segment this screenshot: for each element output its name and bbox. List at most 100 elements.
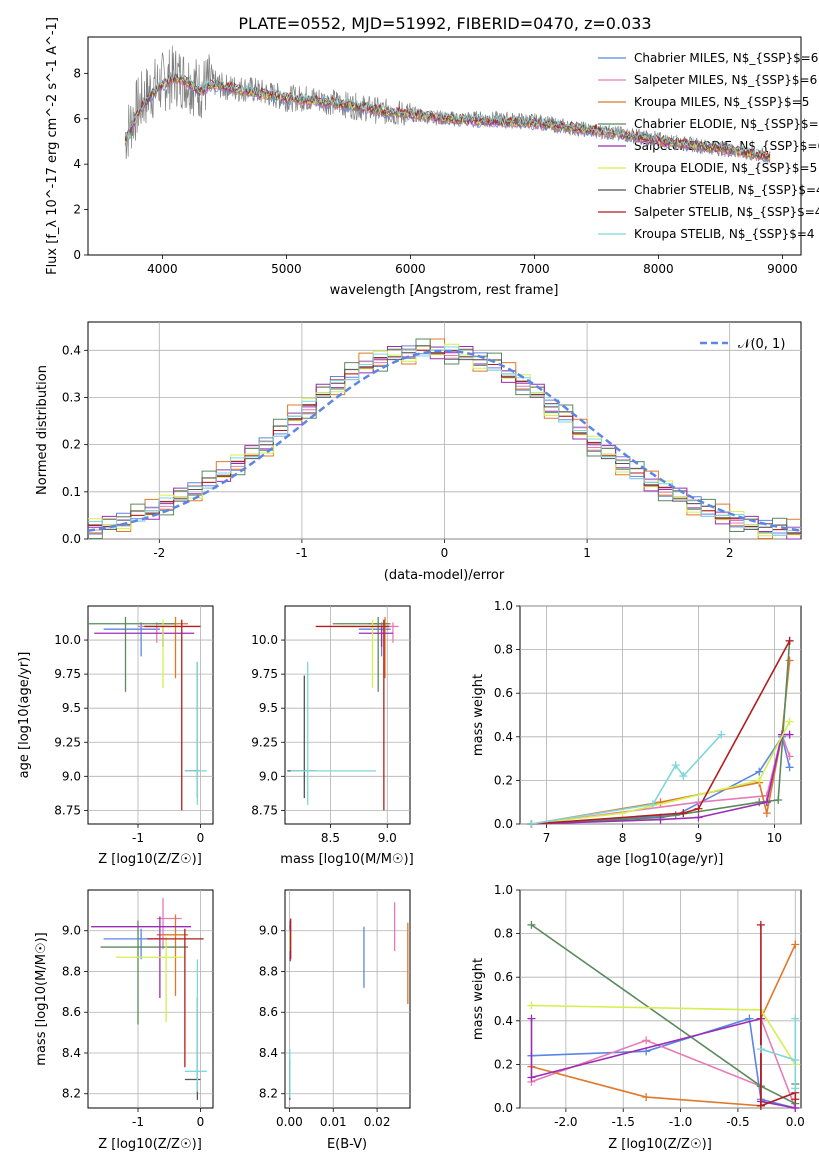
y-tick-label: 6 <box>73 112 81 126</box>
legend-entry: Kroupa ELODIE, N$_{SSP}$=5 <box>634 161 817 175</box>
y-tick-label: 9.0 <box>62 769 81 783</box>
data-point-marker <box>785 636 794 645</box>
y-tick-label: 10.0 <box>54 633 81 647</box>
data-point-marker <box>642 1036 651 1045</box>
data-point-marker <box>785 763 794 772</box>
x-tick-label: 0.02 <box>364 1115 391 1129</box>
age-mass-xlabel: mass [log10(M/M☉)] <box>280 852 413 867</box>
x-tick-label: -1.0 <box>669 1115 692 1129</box>
data-point-marker <box>694 804 703 813</box>
y-tick-label: 0.0 <box>494 1101 513 1115</box>
y-tick-label: 9.25 <box>54 735 81 749</box>
x-tick-label: 0.0 <box>786 1115 805 1129</box>
y-tick-label: 0.2 <box>494 773 513 787</box>
y-tick-label: 0.4 <box>494 730 513 744</box>
age-vs-z-panel: Z [log10(Z/Z☉)] age [log10(age/yr)] <box>17 605 214 867</box>
y-tick-label: 8 <box>73 66 81 80</box>
y-tick-label: 8.2 <box>62 1087 81 1101</box>
x-tick-label: -1 <box>132 1115 144 1129</box>
histogram-series-step <box>88 346 801 536</box>
x-tick-label: 0 <box>197 1115 205 1129</box>
data-point-marker <box>774 796 783 805</box>
data-point-marker <box>756 920 765 929</box>
x-tick-label: -1 <box>132 831 144 845</box>
data-point-marker <box>656 798 665 807</box>
y-tick-label: 0.4 <box>494 1014 513 1028</box>
spectrum-legend: Chabrier MILES, N$_{SSP}$=6 Salpeter MIL… <box>634 51 819 241</box>
spectrum-panel: wavelength [Angstrom, rest frame] Flux [… <box>45 17 802 298</box>
y-tick-label: 9.5 <box>259 701 278 715</box>
y-tick-label: 0.8 <box>494 927 513 941</box>
y-tick-label: 9.0 <box>259 769 278 783</box>
x-tick-label: 7 <box>543 831 551 845</box>
y-tick-label: 0.6 <box>494 970 513 984</box>
x-tick-label: 9 <box>695 831 703 845</box>
data-point-marker <box>791 1095 800 1104</box>
mass-vs-z-panel: Z [log10(Z/Z☉)] mass [log10(M/M☉)] <box>34 889 214 1152</box>
data-point-marker <box>618 809 627 818</box>
y-tick-label: 0.6 <box>494 686 513 700</box>
mass-z-xlabel: Z [log10(Z/Z☉)] <box>98 1137 202 1152</box>
x-tick-label: -0.5 <box>726 1115 749 1129</box>
histogram-ylabel: Normed distribution <box>35 365 50 495</box>
data-point-marker <box>791 1056 800 1065</box>
data-point-marker <box>762 809 771 818</box>
y-tick-label: 8.2 <box>259 1087 278 1101</box>
y-tick-label: 1.0 <box>494 883 513 897</box>
y-tick-label: 9.5 <box>62 701 81 715</box>
histogram-series-step <box>88 348 801 535</box>
histogram-xlabel: (data-model)/error <box>384 568 505 583</box>
histogram-legend: 𝒩(0, 1) <box>700 337 785 352</box>
legend-entry: Kroupa STELIB, N$_{SSP}$=4 <box>634 227 815 241</box>
spectrum-xlabel: wavelength [Angstrom, rest frame] <box>330 283 559 298</box>
data-point-marker <box>527 820 536 828</box>
x-tick-label: -2 <box>153 546 165 560</box>
x-tick-label: -1 <box>296 546 308 560</box>
weight-age-ylabel: mass weight <box>471 674 486 756</box>
x-tick-label: 2 <box>726 546 734 560</box>
y-tick-label: 8.75 <box>54 803 81 817</box>
x-tick-label: 0.01 <box>320 1115 347 1129</box>
model-spectrum-line <box>124 73 771 159</box>
data-point-marker <box>756 1101 765 1110</box>
weight-age-xlabel: age [log10(age/yr)] <box>597 852 724 867</box>
y-tick-label: 8.8 <box>259 964 278 978</box>
legend-normal-label: 𝒩(0, 1) <box>738 337 785 352</box>
mass-vs-ebv-panel: E(B-V) <box>284 889 411 1152</box>
y-tick-label: 0.2 <box>494 1057 513 1071</box>
y-tick-label: 0 <box>73 248 81 262</box>
data-point-marker <box>756 1045 765 1054</box>
data-point-marker <box>717 730 726 739</box>
x-tick-label: -1.5 <box>612 1115 635 1129</box>
y-tick-label: 9.75 <box>251 667 278 681</box>
legend-entry: Kroupa MILES, N$_{SSP}$=5 <box>634 95 809 109</box>
x-tick-label: 6000 <box>395 262 426 276</box>
series-line <box>531 1004 796 1065</box>
x-tick-label: 9000 <box>767 262 798 276</box>
y-tick-label: 9.25 <box>251 735 278 749</box>
x-tick-label: 8000 <box>643 262 674 276</box>
data-point-marker <box>694 813 703 822</box>
series-line <box>531 721 791 825</box>
figure-title: PLATE=0552, MJD=51992, FIBERID=0470, z=0… <box>238 14 651 33</box>
legend-entry: Salpeter MILES, N$_{SSP}$=6 <box>634 73 817 87</box>
y-tick-label: 9.75 <box>54 667 81 681</box>
y-tick-label: 10.0 <box>251 633 278 647</box>
x-tick-label: 0 <box>197 831 205 845</box>
legend-entry: Chabrier ELODIE, N$_{SSP}$=5 <box>634 117 819 131</box>
series-line <box>531 731 791 825</box>
data-point-marker <box>755 798 764 807</box>
legend-entry: Salpeter STELIB, N$_{SSP}$=4 <box>634 205 819 219</box>
x-tick-label: 0 <box>441 546 449 560</box>
y-tick-label: 0.2 <box>62 438 81 452</box>
y-tick-label: 0.3 <box>62 390 81 404</box>
data-point-marker <box>791 1104 800 1112</box>
y-tick-label: 2 <box>73 203 81 217</box>
data-point-marker <box>785 717 794 726</box>
y-tick-label: 9.0 <box>62 924 81 938</box>
legend-entry: Chabrier MILES, N$_{SSP}$=6 <box>634 51 818 65</box>
data-point-marker <box>791 1014 800 1023</box>
x-tick-label: -2.0 <box>554 1115 577 1129</box>
